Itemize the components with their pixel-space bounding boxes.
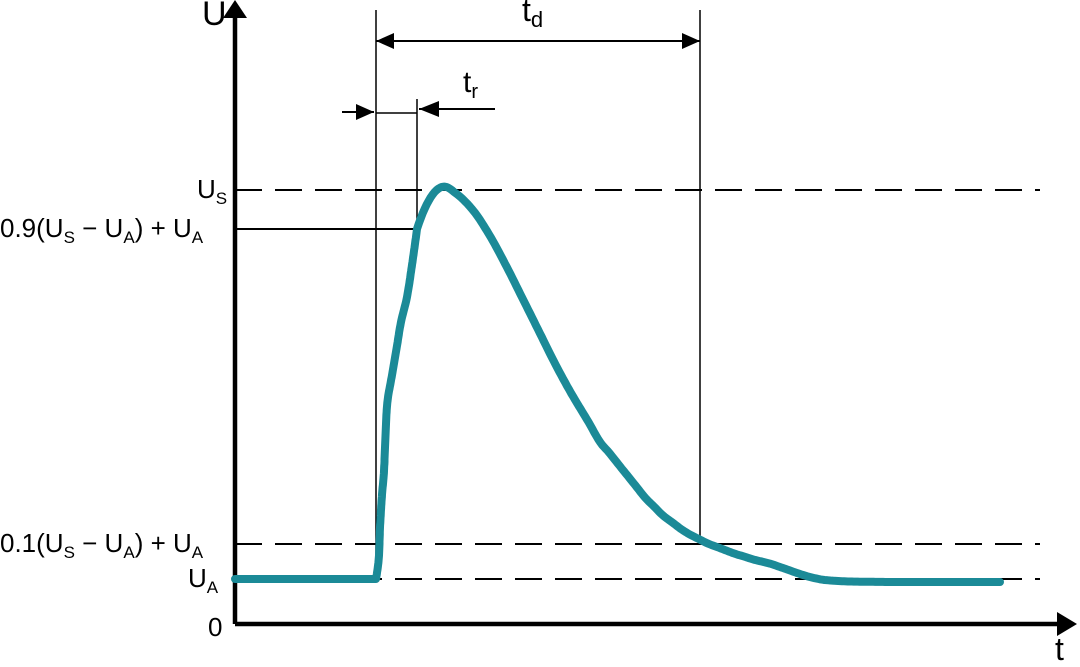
svg-text:0.9(US − UA) + UA: 0.9(US − UA) + UA [0, 213, 204, 247]
svg-text:t: t [1055, 631, 1064, 667]
svg-text:td: td [522, 0, 543, 32]
svg-text:US: US [197, 174, 227, 208]
svg-text:0: 0 [208, 612, 222, 642]
svg-text:UA: UA [188, 563, 219, 597]
svg-text:tr: tr [463, 66, 478, 103]
svg-text:U: U [202, 0, 227, 33]
svg-text:0.1(US − UA) + UA: 0.1(US − UA) + UA [0, 528, 204, 562]
